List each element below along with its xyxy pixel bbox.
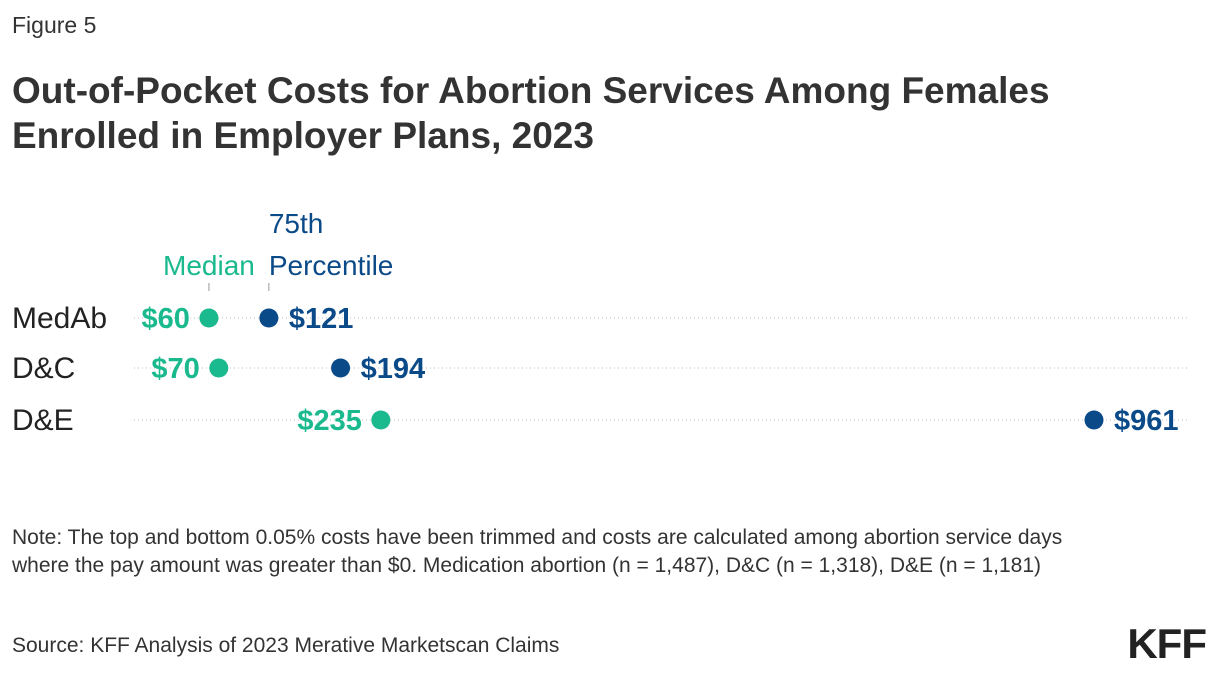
median-value-label: $60 bbox=[142, 303, 190, 335]
legend-median-label: Median bbox=[163, 250, 255, 281]
p75-dot bbox=[1084, 410, 1104, 430]
p75-dot bbox=[331, 358, 351, 378]
figure-label: Figure 5 bbox=[12, 12, 97, 38]
p75-value-label: $961 bbox=[1114, 405, 1179, 437]
chart-source: Source: KFF Analysis of 2023 Merative Ma… bbox=[12, 634, 560, 657]
legend-p75-label-line1: 75th bbox=[269, 208, 324, 239]
median-dot bbox=[371, 410, 391, 430]
p75-value-label: $194 bbox=[361, 353, 426, 385]
legend-p75-label-line2: Percentile bbox=[269, 250, 394, 281]
median-dot bbox=[199, 308, 219, 328]
dumbbell-chart: MedAb $60 $121 D&C $70 $194 D&E $235 $961 Median 7… bbox=[12, 208, 1190, 437]
median-value-label: $70 bbox=[151, 353, 199, 385]
category-label: D&C bbox=[12, 352, 75, 385]
chart-note: Note: The top and bottom 0.05% costs hav… bbox=[12, 526, 1063, 577]
kff-logo: KFF bbox=[1127, 620, 1207, 667]
chart-title: Out-of-Pocket Costs for Abortion Service… bbox=[12, 70, 1050, 156]
median-dot bbox=[209, 358, 229, 378]
category-label: MedAb bbox=[12, 302, 107, 335]
p75-value-label: $121 bbox=[289, 303, 354, 335]
median-value-label: $235 bbox=[297, 405, 362, 437]
category-label: D&E bbox=[12, 404, 74, 437]
p75-dot bbox=[259, 308, 279, 328]
